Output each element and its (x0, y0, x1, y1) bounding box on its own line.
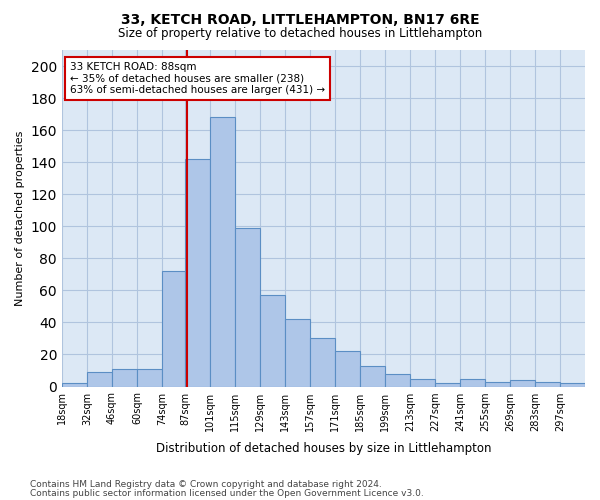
Bar (87, 372, 112, 386)
Bar (335, 352, 360, 386)
Bar (137, 369, 162, 386)
Bar (485, 382, 510, 386)
Bar (210, 118, 235, 386)
Text: 33 KETCH ROAD: 88sqm
← 35% of detached houses are smaller (238)
63% of semi-deta: 33 KETCH ROAD: 88sqm ← 35% of detached h… (70, 62, 325, 95)
Bar (510, 380, 535, 386)
Text: Contains HM Land Registry data © Crown copyright and database right 2024.: Contains HM Land Registry data © Crown c… (30, 480, 382, 489)
Bar (410, 378, 435, 386)
Bar (310, 338, 335, 386)
Y-axis label: Number of detached properties: Number of detached properties (15, 130, 25, 306)
Bar (535, 382, 560, 386)
Bar (385, 374, 410, 386)
Bar (185, 159, 210, 386)
Bar (435, 384, 460, 386)
Bar (260, 295, 285, 386)
Bar (560, 384, 585, 386)
Bar (112, 369, 137, 386)
Bar (235, 228, 260, 386)
Bar (62, 384, 87, 386)
Bar (360, 366, 385, 386)
Bar (162, 271, 185, 386)
X-axis label: Distribution of detached houses by size in Littlehampton: Distribution of detached houses by size … (156, 442, 491, 455)
Text: Contains public sector information licensed under the Open Government Licence v3: Contains public sector information licen… (30, 489, 424, 498)
Text: 33, KETCH ROAD, LITTLEHAMPTON, BN17 6RE: 33, KETCH ROAD, LITTLEHAMPTON, BN17 6RE (121, 12, 479, 26)
Bar (285, 319, 310, 386)
Bar (460, 378, 485, 386)
Text: Size of property relative to detached houses in Littlehampton: Size of property relative to detached ho… (118, 28, 482, 40)
